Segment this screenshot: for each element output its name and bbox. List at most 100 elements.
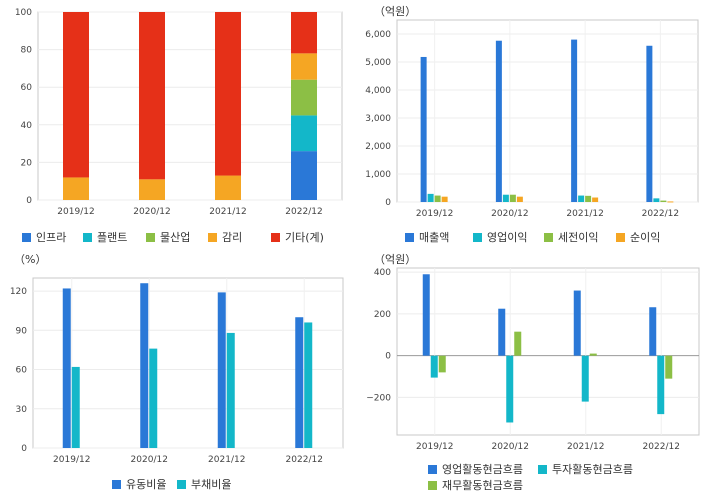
ratios-plot: 0 30 60 90 120 2019/12 2020/12 2021/12 2022/12	[10, 277, 344, 465]
bar	[646, 45, 653, 203]
bar	[62, 288, 71, 448]
bar	[434, 195, 441, 202]
bar	[516, 196, 523, 202]
x-tick-label: 2022/12	[643, 442, 680, 452]
bar-segment	[63, 12, 89, 178]
legend-item: 매출액	[405, 229, 449, 245]
legend-item: 기타(계)	[271, 229, 324, 245]
legend-item: 부채비율	[177, 476, 231, 492]
bar	[441, 196, 448, 202]
bar	[438, 355, 446, 373]
bar	[509, 194, 516, 202]
bar-segment	[291, 115, 317, 152]
y-tick-label: 40	[21, 121, 33, 131]
legend-label: 인프라	[36, 231, 67, 244]
x-tick-label: 2021/12	[209, 207, 246, 217]
x-tick-label: 2022/12	[286, 455, 323, 465]
legend-label: 재무활동현금흐름	[442, 479, 523, 492]
legend-label: 영업활동현금흐름	[442, 463, 523, 476]
legend-item: 투자활동현금흐름	[538, 461, 633, 477]
bar	[495, 40, 502, 202]
bar	[217, 292, 226, 448]
legend-swatch	[473, 232, 482, 242]
x-tick-label: 2020/12	[492, 442, 529, 452]
x-tick-label: 2020/12	[133, 207, 170, 217]
legend-swatch	[428, 480, 437, 490]
bar-segment	[139, 12, 165, 180]
bar	[422, 274, 430, 356]
bar	[578, 195, 585, 202]
legend-item: 플랜트	[83, 229, 127, 245]
legend-item: 인프라	[22, 229, 66, 245]
legend-item: 재무활동현금흐름	[428, 477, 523, 493]
legend-item: 세전이익	[544, 229, 598, 245]
chart-cashflow: （억원） −200 0 200 400 2019/12 2020/12 2021/12 202…	[360, 248, 720, 496]
bar-segment	[215, 12, 241, 176]
y-tick-label: 0	[21, 444, 27, 454]
legend-label: 유동비율	[126, 478, 167, 491]
x-tick-label: 2021/12	[566, 209, 603, 219]
legend-swatch	[616, 232, 625, 242]
bar	[427, 193, 434, 202]
legend-item: 유동비율	[112, 476, 166, 492]
y-tick-label: 60	[16, 366, 28, 376]
y-tick-label: 4,000	[365, 86, 391, 96]
y-tick-label: 20	[21, 158, 33, 168]
y-tick-label: 0	[26, 196, 32, 206]
legend-label: 세전이익	[558, 231, 599, 244]
bar-segment	[215, 175, 241, 200]
bar	[226, 332, 235, 448]
legend-item: 영업활동현금흐름	[428, 461, 523, 477]
x-tick-label: 2021/12	[208, 455, 245, 465]
x-tick-label: 2021/12	[567, 442, 604, 452]
x-tick-label: 2020/12	[491, 209, 528, 219]
legend-swatch	[112, 479, 121, 489]
cashflow-unit-label: （억원）	[374, 253, 417, 266]
legend-swatch	[146, 232, 155, 242]
y-tick-label: 90	[16, 326, 28, 336]
y-tick-label: 400	[374, 268, 391, 278]
legend-item: 영업이익	[473, 229, 527, 245]
bar	[657, 355, 665, 415]
legend-label: 플랜트	[97, 231, 128, 244]
bar	[660, 200, 667, 202]
bar	[71, 366, 80, 448]
business-mix-plot: 0 20 40 60 80 100 2019/12 2020/12 2021/12 2022/12	[15, 8, 343, 217]
bar	[304, 322, 313, 448]
y-tick-label: 60	[21, 83, 33, 93]
y-tick-label: 0	[385, 352, 391, 362]
bar	[502, 194, 509, 202]
bar	[140, 283, 149, 448]
plot-frame	[396, 267, 700, 436]
legend-label: 순이익	[630, 231, 661, 244]
legend-label: 기타(계)	[285, 231, 324, 244]
x-tick-label: 2019/12	[416, 209, 453, 219]
bar	[498, 308, 506, 356]
bar	[430, 355, 438, 378]
bar	[581, 355, 589, 402]
legend-swatch	[83, 232, 92, 242]
bar	[571, 39, 578, 202]
legend-label: 매출액	[419, 231, 450, 244]
y-tick-label: 120	[10, 287, 27, 297]
legend-label: 부채비율	[191, 478, 232, 491]
x-tick-label: 2019/12	[416, 442, 453, 452]
bar-segment	[291, 53, 317, 80]
y-tick-label: 80	[21, 46, 33, 56]
legend-swatch	[538, 464, 547, 474]
income-plot: 0 1,000 2,000 3,000 4,000 5,000 6,000 2019/12 20…	[365, 19, 699, 219]
bar	[649, 307, 657, 356]
legend-label: 감리	[222, 231, 243, 244]
y-tick-label: 100	[15, 8, 32, 18]
legend-swatch	[428, 464, 437, 474]
bar	[420, 56, 427, 203]
income-unit-label: （억원）	[374, 5, 417, 18]
bar-segment	[63, 177, 89, 200]
y-tick-label: 1,000	[365, 170, 391, 180]
bar-segment	[291, 151, 317, 200]
bar	[665, 355, 673, 379]
bar	[295, 317, 304, 448]
bar	[653, 198, 660, 202]
legend-label: 영업이익	[487, 231, 528, 244]
bar	[506, 355, 514, 423]
